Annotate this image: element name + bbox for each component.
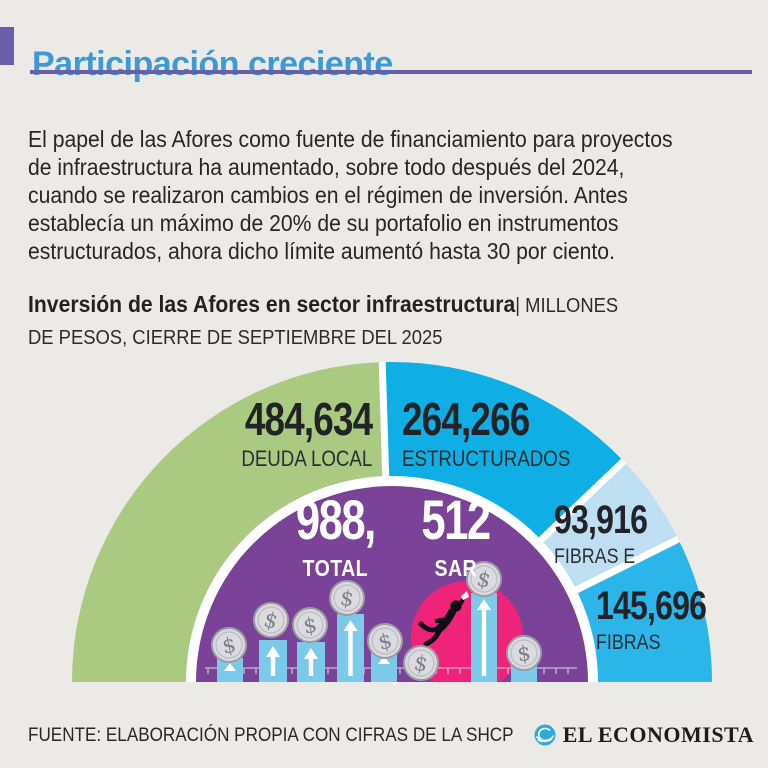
logo-wordmark: EL ECONOMISTA	[562, 722, 754, 747]
segment-value: 93,916	[554, 498, 648, 542]
sar-label: SAR	[434, 555, 477, 581]
coin-icon: $	[329, 580, 365, 616]
segment-name: DEUDA LOCAL	[241, 446, 372, 471]
chart-canvas: $ $ $ $ $ $ $ $	[71, 361, 712, 686]
up-arrow-icon	[266, 646, 280, 676]
coin-icon: $	[466, 561, 502, 597]
el-economista-icon	[534, 724, 556, 746]
svg-text:$: $	[376, 628, 395, 655]
up-arrow-icon	[477, 599, 491, 676]
center-total: 988, TOTAL 512 SAR	[285, 492, 499, 582]
growth-bar	[337, 614, 364, 682]
source-note: FUENTE: ELABORACIÓN PROPIA CON CIFRAS DE…	[28, 725, 514, 746]
segment-name: FIBRAS	[596, 631, 661, 654]
chart-subtitle-units: | MILLONES DE PESOS, CIERRE DE SEPTIEMBR…	[28, 295, 619, 349]
coins: $ $ $ $ $ $ $ $	[211, 561, 542, 681]
total-label: TOTAL	[302, 555, 369, 581]
segment-label-deuda-local: 484,634 DEUDA LOCAL	[213, 393, 373, 471]
svg-text:$: $	[220, 632, 238, 658]
chart-subtitle: Inversión de las Afores en sector infrae…	[28, 289, 746, 353]
segment-label-estructurados: 264,266 ESTRUCTURADOS	[402, 396, 600, 471]
coin-icon: $	[403, 645, 439, 681]
segment-label-fibras-e: 93,916 FIBRAS E	[554, 500, 670, 568]
up-arrow-icon	[224, 663, 236, 671]
segment-value: 145,696	[596, 584, 707, 628]
el-economista-logo: EL ECONOMISTA	[533, 722, 754, 748]
segment-name: ESTRUCTURADOS	[402, 446, 571, 471]
title-underline	[30, 70, 752, 74]
svg-text:$: $	[339, 586, 356, 612]
title-accent-square	[0, 27, 14, 65]
semicircle-chart: $ $ $ $ $ $ $ $ 484,634 DEUDA LOCAL 264,266 EST…	[0, 360, 768, 690]
svg-text:$: $	[516, 641, 533, 667]
segment-label-fibras: 145,696 FIBRAS	[596, 586, 734, 654]
sar-value: 512	[421, 488, 491, 551]
growth-illustration: $ $ $ $ $ $ $ $	[205, 561, 577, 682]
total-value: 988,	[295, 488, 376, 551]
sar-column: 512 SAR	[412, 492, 499, 582]
svg-text:$: $	[412, 651, 429, 677]
coin-icon: $	[367, 623, 403, 659]
up-arrow-icon	[343, 620, 358, 676]
coin-icon: $	[292, 607, 328, 643]
growth-bar	[297, 642, 325, 682]
intro-paragraph: El papel de las Afores como fuente de fi…	[28, 126, 673, 264]
svg-text:$: $	[475, 566, 493, 592]
up-arrow-icon	[378, 656, 390, 664]
chart-subtitle-bold: Inversión de las Afores en sector infrae…	[28, 291, 516, 317]
total-column: 988, TOTAL	[285, 492, 386, 582]
svg-text:$: $	[301, 613, 318, 639]
growth-bar	[471, 593, 497, 682]
coin-icon: $	[211, 627, 247, 663]
segment-value: 264,266	[402, 393, 530, 445]
growth-bars	[217, 593, 537, 682]
page-title: Participación creciente	[32, 44, 393, 83]
segment-name: FIBRAS E	[554, 545, 636, 568]
coin-icon: $	[506, 635, 542, 671]
segment-value: 484,634	[244, 393, 373, 445]
growth-bar	[259, 640, 287, 682]
coin-icon: $	[253, 602, 289, 638]
leaping-person-icon	[418, 591, 469, 647]
up-arrow-icon	[304, 648, 318, 676]
svg-text:$: $	[261, 607, 280, 634]
